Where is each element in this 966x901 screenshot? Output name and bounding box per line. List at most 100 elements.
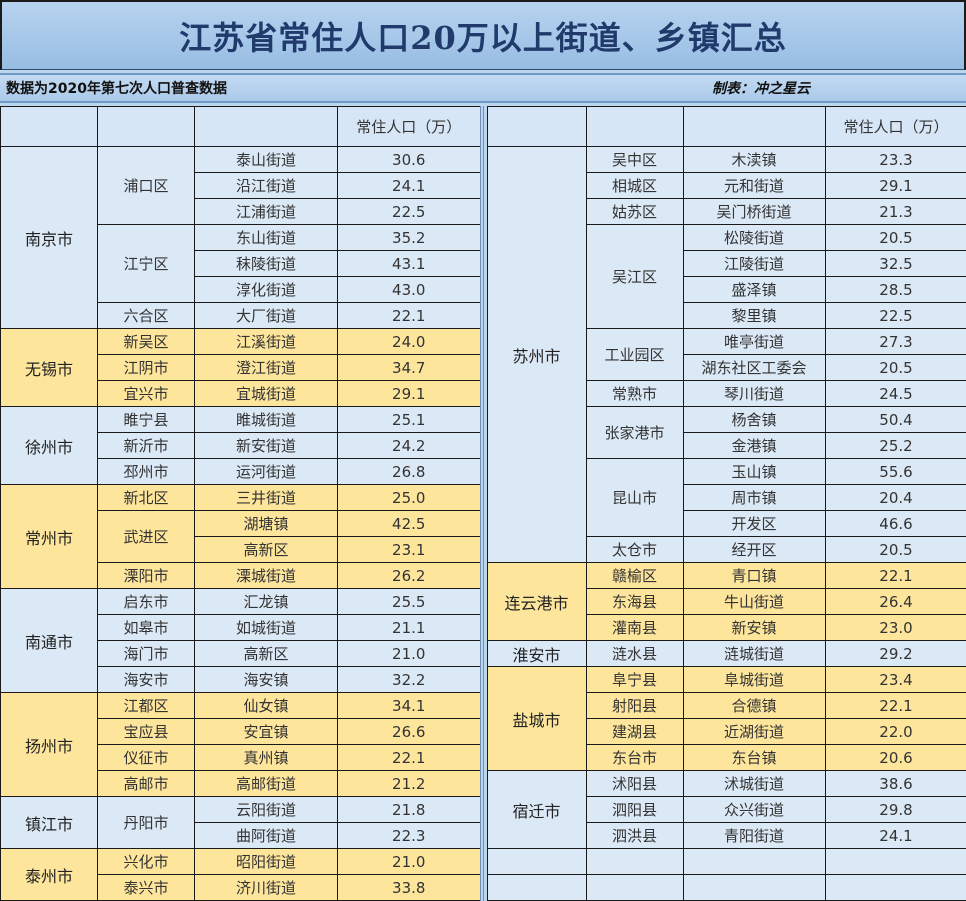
header-col1 [487, 107, 586, 147]
population-cell: 34.7 [338, 355, 482, 381]
city-cell: 淮安市 [487, 641, 586, 667]
district-cell: 姑苏区 [586, 199, 683, 225]
city-cell: 宿迁市 [487, 771, 586, 849]
district-cell: 阜宁县 [586, 667, 683, 693]
population-cell: 20.4 [825, 485, 966, 511]
population-cell: 24.1 [825, 823, 966, 849]
population-cell: 23.0 [825, 615, 966, 641]
district-cell: 沭阳县 [586, 771, 683, 797]
city-cell: 南京市 [1, 147, 98, 329]
street-cell: 黎里镇 [683, 303, 825, 329]
district-cell: 张家港市 [586, 407, 683, 459]
district-cell: 六合区 [98, 303, 195, 329]
population-cell: 23.3 [825, 147, 966, 173]
district-cell: 灌南县 [586, 615, 683, 641]
population-cell: 26.8 [338, 459, 482, 485]
street-cell: 江溪街道 [195, 329, 338, 355]
city-cell: 盐城市 [487, 667, 586, 771]
population-cell: 20.5 [825, 355, 966, 381]
city-cell: 连云港市 [487, 563, 586, 641]
population-cell: 21.1 [338, 615, 482, 641]
street-cell: 三井街道 [195, 485, 338, 511]
street-cell: 青阳街道 [683, 823, 825, 849]
street-cell: 淳化街道 [195, 277, 338, 303]
population-cell: 20.5 [825, 225, 966, 251]
population-cell: 33.8 [338, 875, 482, 901]
empty-cell [487, 875, 586, 901]
empty-cell [825, 849, 966, 875]
street-cell: 仙女镇 [195, 693, 338, 719]
street-cell: 元和街道 [683, 173, 825, 199]
data-source-note: 数据为2020年第七次人口普查数据 [6, 78, 227, 98]
street-cell: 江浦街道 [195, 199, 338, 225]
empty-row [487, 849, 966, 875]
empty-cell [487, 849, 586, 875]
street-cell: 济川街道 [195, 875, 338, 901]
district-cell: 启东市 [98, 589, 195, 615]
street-cell: 东台镇 [683, 745, 825, 771]
population-cell: 28.5 [825, 277, 966, 303]
district-cell: 泗阳县 [586, 797, 683, 823]
population-cell: 27.3 [825, 329, 966, 355]
population-cell: 35.2 [338, 225, 482, 251]
empty-row [487, 875, 966, 901]
population-cell: 55.6 [825, 459, 966, 485]
header-col4: 常住人口（万） [338, 107, 482, 147]
district-cell: 吴江区 [586, 225, 683, 329]
street-cell: 曲阿街道 [195, 823, 338, 849]
street-cell: 吴门桥街道 [683, 199, 825, 225]
population-cell: 25.1 [338, 407, 482, 433]
maker-credit: 制表：冲之星云 [712, 78, 810, 98]
population-cell: 29.8 [825, 797, 966, 823]
population-cell: 30.6 [338, 147, 482, 173]
district-cell: 武进区 [98, 511, 195, 563]
population-cell: 26.6 [338, 719, 482, 745]
street-cell: 澄江街道 [195, 355, 338, 381]
city-cell: 南通市 [1, 589, 98, 693]
city-cell: 常州市 [1, 485, 98, 589]
district-cell: 射阳县 [586, 693, 683, 719]
district-cell: 新吴区 [98, 329, 195, 355]
street-cell: 青口镇 [683, 563, 825, 589]
district-cell: 江阴市 [98, 355, 195, 381]
street-cell: 江陵街道 [683, 251, 825, 277]
population-cell: 50.4 [825, 407, 966, 433]
city-cell: 无锡市 [1, 329, 98, 407]
population-cell: 26.2 [338, 563, 482, 589]
street-cell: 溧城街道 [195, 563, 338, 589]
population-cell: 23.1 [338, 537, 482, 563]
street-cell: 涟城街道 [683, 641, 825, 667]
street-cell: 如城街道 [195, 615, 338, 641]
street-cell: 众兴街道 [683, 797, 825, 823]
district-cell: 建湖县 [586, 719, 683, 745]
header-col1 [1, 107, 98, 147]
street-cell: 新安街道 [195, 433, 338, 459]
district-cell: 泗洪县 [586, 823, 683, 849]
district-cell: 赣榆区 [586, 563, 683, 589]
population-cell: 24.1 [338, 173, 482, 199]
population-cell: 32.5 [825, 251, 966, 277]
population-cell: 21.0 [338, 849, 482, 875]
population-cell: 29.1 [825, 173, 966, 199]
population-cell: 22.1 [338, 303, 482, 329]
header-row: 常住人口（万） [487, 107, 966, 147]
population-cell: 24.5 [825, 381, 966, 407]
population-cell: 25.5 [338, 589, 482, 615]
population-cell: 21.0 [338, 641, 482, 667]
street-cell: 杨舍镇 [683, 407, 825, 433]
empty-cell [586, 875, 683, 901]
page-title-banner: 江苏省常住人口20万以上街道、乡镇汇总 [0, 0, 966, 70]
city-cell: 泰州市 [1, 849, 98, 901]
street-cell: 秣陵街道 [195, 251, 338, 277]
population-cell: 22.5 [338, 199, 482, 225]
population-cell: 21.8 [338, 797, 482, 823]
street-cell: 唯亭街道 [683, 329, 825, 355]
street-cell: 金港镇 [683, 433, 825, 459]
district-cell: 宜兴市 [98, 381, 195, 407]
district-cell: 睢宁县 [98, 407, 195, 433]
